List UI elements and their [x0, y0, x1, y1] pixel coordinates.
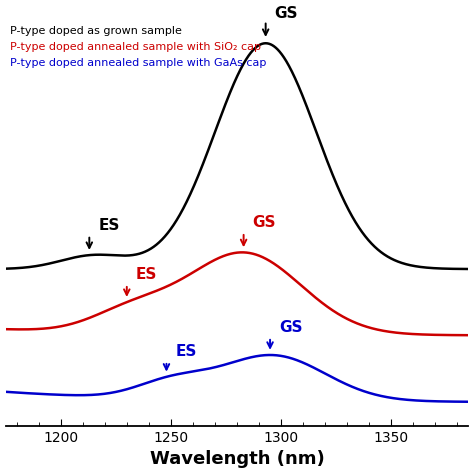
Text: ES: ES: [98, 218, 119, 233]
Text: ES: ES: [136, 267, 157, 282]
Text: P-type doped annealed sample with GaAs cap: P-type doped annealed sample with GaAs c…: [10, 58, 266, 68]
Text: P-type doped as grown sample: P-type doped as grown sample: [10, 26, 182, 36]
Text: ES: ES: [175, 344, 197, 359]
Text: P-type doped annealed sample with SiO₂ cap: P-type doped annealed sample with SiO₂ c…: [10, 42, 261, 52]
Text: GS: GS: [279, 319, 302, 335]
Text: GS: GS: [274, 6, 298, 21]
X-axis label: Wavelength (nm): Wavelength (nm): [150, 450, 324, 468]
Text: GS: GS: [253, 215, 276, 230]
